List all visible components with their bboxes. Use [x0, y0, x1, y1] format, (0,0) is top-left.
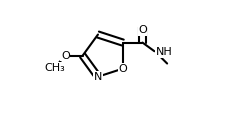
- Text: NH: NH: [156, 47, 173, 57]
- Text: N: N: [94, 72, 102, 82]
- Text: O: O: [118, 64, 127, 74]
- Text: O: O: [61, 51, 70, 61]
- Text: CH₃: CH₃: [44, 63, 65, 73]
- Text: O: O: [138, 25, 147, 35]
